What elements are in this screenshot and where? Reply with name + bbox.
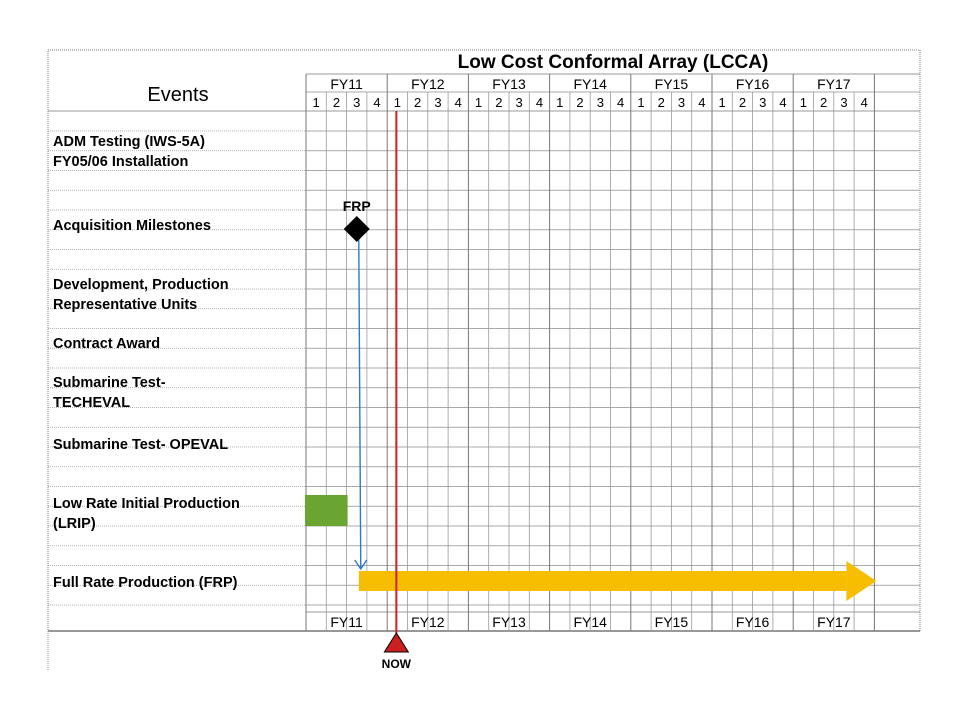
quarter-label: 1 bbox=[800, 95, 807, 110]
quarter-label: 4 bbox=[861, 95, 868, 110]
quarter-label: 3 bbox=[434, 95, 441, 110]
quarter-label: 1 bbox=[313, 95, 320, 110]
quarter-label: 4 bbox=[698, 95, 705, 110]
quarter-label: 4 bbox=[373, 95, 380, 110]
quarter-label: 2 bbox=[333, 95, 340, 110]
event-label: Submarine Test- bbox=[53, 375, 166, 391]
fy-label-bottom: FY12 bbox=[411, 614, 445, 630]
fy-label-top: FY14 bbox=[573, 76, 607, 92]
quarter-label: 4 bbox=[455, 95, 462, 110]
quarter-label: 4 bbox=[536, 95, 543, 110]
frp-milestone-diamond bbox=[343, 216, 370, 242]
quarter-label: 1 bbox=[394, 95, 401, 110]
quarter-label: 3 bbox=[597, 95, 604, 110]
event-label: Representative Units bbox=[53, 297, 197, 313]
event-label: ADM Testing (IWS-5A) bbox=[53, 134, 205, 150]
quarter-label: 3 bbox=[678, 95, 685, 110]
fy-label-bottom: FY16 bbox=[736, 614, 770, 630]
timeline-bars: FRP NOW bbox=[305, 111, 877, 671]
quarter-label: 2 bbox=[658, 95, 665, 110]
lrip-bar bbox=[305, 495, 348, 526]
fy-label-bottom: FY17 bbox=[817, 614, 851, 630]
quarter-label: 3 bbox=[516, 95, 523, 110]
fy-label-top: FY13 bbox=[492, 76, 526, 92]
event-label: Acquisition Milestones bbox=[53, 218, 211, 234]
quarter-label: 4 bbox=[779, 95, 786, 110]
quarter-label: 3 bbox=[353, 95, 360, 110]
event-label: FY05/06 Installation bbox=[53, 154, 188, 170]
quarter-label: 1 bbox=[556, 95, 563, 110]
event-label: Contract Award bbox=[53, 336, 160, 352]
frp-bar-arrowhead bbox=[846, 561, 877, 601]
quarter-label: 1 bbox=[719, 95, 726, 110]
event-label: TECHEVAL bbox=[53, 395, 130, 411]
quarter-label: 3 bbox=[840, 95, 847, 110]
milestone-arrow-head bbox=[354, 559, 368, 571]
fy-label-top: FY12 bbox=[411, 76, 445, 92]
quarter-label: 1 bbox=[637, 95, 644, 110]
quarter-label: 2 bbox=[495, 95, 502, 110]
event-label: Submarine Test- OPEVAL bbox=[53, 437, 228, 453]
quarter-label: 4 bbox=[617, 95, 624, 110]
fy-label-bottom: FY14 bbox=[573, 614, 607, 630]
event-label: Full Rate Production (FRP) bbox=[53, 575, 238, 591]
quarter-label: 2 bbox=[739, 95, 746, 110]
fy-label-bottom: FY11 bbox=[330, 614, 363, 630]
event-label: Low Rate Initial Production bbox=[53, 496, 240, 512]
quarter-label: 1 bbox=[475, 95, 482, 110]
fy-label-top: FY15 bbox=[655, 76, 689, 92]
quarter-label: 3 bbox=[759, 95, 766, 110]
fy-label-top: FY16 bbox=[736, 76, 770, 92]
event-label: Development, Production bbox=[53, 277, 229, 293]
event-labels: ADM Testing (IWS-5A) FY05/06 Installation… bbox=[53, 134, 240, 591]
milestone-arrow-line bbox=[358, 235, 362, 569]
fy-label-bottom: FY15 bbox=[655, 614, 689, 630]
event-label: (LRIP) bbox=[53, 516, 96, 532]
chart-title: Low Cost Conformal Array (LCCA) bbox=[458, 52, 769, 73]
events-header: Events bbox=[147, 84, 208, 106]
fy-label-top: FY11 bbox=[330, 76, 363, 92]
now-marker-icon bbox=[383, 632, 410, 653]
fy-label-top: FY17 bbox=[817, 76, 851, 92]
frp-milestone-label: FRP bbox=[343, 198, 371, 214]
quarter-label: 2 bbox=[576, 95, 583, 110]
now-label: NOW bbox=[382, 657, 412, 671]
fy-label-bottom: FY13 bbox=[492, 614, 526, 630]
quarter-label: 2 bbox=[414, 95, 421, 110]
quarter-label: 2 bbox=[820, 95, 827, 110]
frp-bar bbox=[358, 571, 847, 591]
